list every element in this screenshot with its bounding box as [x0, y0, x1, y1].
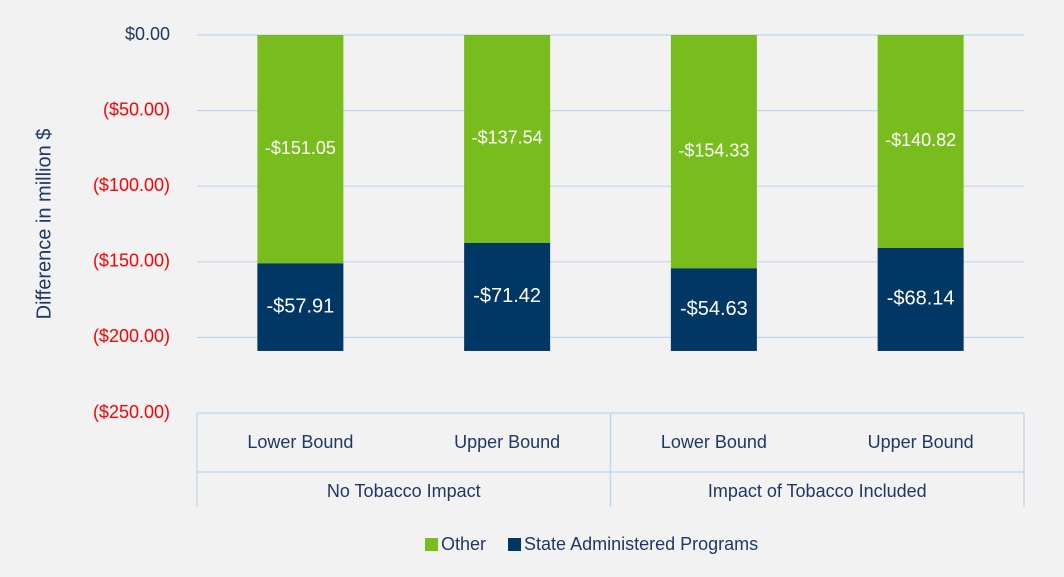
data-label: -$54.63: [680, 298, 748, 320]
legend-label: State Administered Programs: [524, 534, 758, 554]
bar-segment: [670, 268, 757, 351]
data-label: -$71.42: [473, 285, 541, 307]
x-tick-label: Lower Bound: [661, 432, 767, 452]
legend-swatch: [508, 538, 522, 551]
data-label: -$68.14: [887, 288, 955, 310]
bar-segment: [464, 35, 551, 243]
y-axis-title: Difference in million $: [33, 129, 55, 320]
bar-segment: [257, 35, 344, 264]
y-tick-label: ($50.00): [103, 99, 170, 119]
legend-swatch: [425, 538, 438, 551]
bar-segment: [877, 247, 964, 351]
x-tick-label: Upper Bound: [868, 432, 974, 452]
y-tick-label: ($200.00): [93, 326, 170, 346]
data-label: -$137.54: [472, 128, 543, 148]
data-label: -$151.05: [265, 138, 336, 158]
legend-label: Other: [441, 534, 486, 554]
x-tick-label: Upper Bound: [454, 432, 560, 452]
data-label: -$140.82: [885, 130, 956, 150]
data-label: -$154.33: [678, 140, 749, 160]
data-label: -$57.91: [266, 295, 334, 317]
group-label: Impact of Tobacco Included: [708, 481, 927, 501]
bar-segment: [670, 35, 757, 269]
group-label: No Tobacco Impact: [327, 481, 481, 501]
bar-segment: [257, 263, 344, 351]
y-tick-label: $0.00: [125, 24, 170, 44]
y-tick-label: ($100.00): [93, 175, 170, 195]
bar-segment: [877, 35, 964, 248]
x-tick-label: Lower Bound: [247, 432, 353, 452]
y-tick-label: ($150.00): [93, 251, 170, 271]
bar-segment: [464, 242, 551, 351]
y-tick-label: ($250.00): [93, 402, 170, 422]
